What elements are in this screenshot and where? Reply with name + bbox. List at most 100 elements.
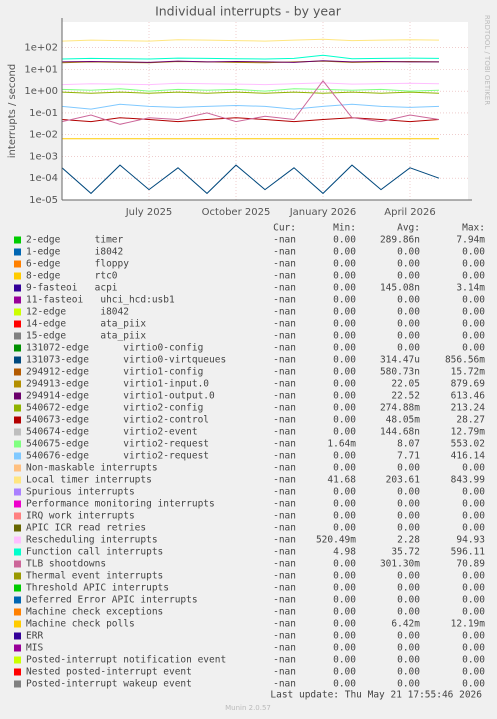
legend-name: 6-edge floppy bbox=[26, 259, 129, 270]
legend-min: 0.00 bbox=[333, 331, 356, 342]
legend-name: Rescheduling interrupts bbox=[26, 535, 158, 546]
legend-swatch bbox=[14, 380, 21, 388]
legend-name: Machine check exceptions bbox=[26, 607, 163, 618]
legend-cur: -nan bbox=[273, 571, 296, 582]
legend-swatch bbox=[14, 356, 21, 364]
series-line bbox=[62, 164, 440, 195]
legend-cur: -nan bbox=[273, 355, 296, 366]
legend-cur: -nan bbox=[273, 595, 296, 606]
legend-avg: 580.73n bbox=[380, 367, 420, 378]
legend-cur: -nan bbox=[273, 679, 296, 690]
series-line bbox=[62, 88, 440, 92]
legend-avg: 22.52 bbox=[391, 391, 420, 402]
legend-cur: -nan bbox=[273, 523, 296, 534]
legend-swatch bbox=[14, 536, 21, 544]
legend-avg: 145.08n bbox=[380, 283, 420, 294]
legend-swatch bbox=[14, 404, 21, 412]
legend-name: TLB shootdowns bbox=[26, 559, 106, 570]
legend-avg: 6.42m bbox=[391, 619, 420, 630]
legend-header: Avg: bbox=[397, 223, 420, 234]
legend-max: 0.00 bbox=[462, 259, 485, 270]
legend-swatch bbox=[14, 500, 21, 508]
legend-min: 520.49m bbox=[316, 535, 356, 546]
legend-avg: 0.00 bbox=[397, 523, 420, 534]
legend-swatch bbox=[14, 548, 21, 556]
legend-swatch bbox=[14, 368, 21, 376]
legend-max: 0.00 bbox=[462, 667, 485, 678]
legend-avg: 0.00 bbox=[397, 331, 420, 342]
legend-swatch bbox=[14, 596, 21, 604]
legend-min: 0.00 bbox=[333, 679, 356, 690]
legend-name: 540675-edge virtio2-request bbox=[26, 439, 209, 450]
legend-avg: 35.72 bbox=[391, 547, 420, 558]
legend-min: 1.64m bbox=[327, 439, 356, 450]
legend-max: 0.00 bbox=[462, 271, 485, 282]
legend-avg: 0.00 bbox=[397, 463, 420, 474]
legend-max: 596.11 bbox=[451, 547, 486, 558]
legend-name: 8-edge rtc0 bbox=[26, 271, 118, 282]
x-tick-label: January 2026 bbox=[289, 207, 357, 218]
legend-min: 0.00 bbox=[333, 355, 356, 366]
legend-name: Posted-interrupt wakeup event bbox=[26, 679, 192, 690]
legend-min: 0.00 bbox=[333, 379, 356, 390]
legend-cur: -nan bbox=[273, 547, 296, 558]
legend-avg: 301.30m bbox=[380, 559, 420, 570]
legend-name: 12-edge i8042 bbox=[26, 307, 129, 318]
legend-max: 0.00 bbox=[462, 511, 485, 522]
legend-cur: -nan bbox=[273, 463, 296, 474]
legend-max: 0.00 bbox=[462, 607, 485, 618]
legend-name: 11-fasteoi uhci_hcd:usb1 bbox=[26, 295, 175, 306]
legend-max: 0.00 bbox=[462, 679, 485, 690]
legend-swatch bbox=[14, 260, 21, 268]
legend-min: 0.00 bbox=[333, 583, 356, 594]
legend-swatch bbox=[14, 344, 21, 352]
legend-swatch bbox=[14, 656, 21, 664]
legend-swatch bbox=[14, 296, 21, 304]
legend-avg: 0.00 bbox=[397, 259, 420, 270]
legend-swatch bbox=[14, 560, 21, 568]
series-line bbox=[62, 38, 440, 42]
legend-cur: -nan bbox=[273, 415, 296, 426]
legend-min: 0.00 bbox=[333, 619, 356, 630]
legend-max: 3.14m bbox=[456, 283, 485, 294]
legend-cur: -nan bbox=[273, 643, 296, 654]
legend-avg: 0.00 bbox=[397, 583, 420, 594]
legend-cur: -nan bbox=[273, 343, 296, 354]
legend-swatch bbox=[14, 248, 21, 256]
legend-name: Local timer interrupts bbox=[26, 475, 152, 486]
legend-cur: -nan bbox=[273, 259, 296, 270]
legend-max: 12.19m bbox=[451, 619, 486, 630]
legend-cur: -nan bbox=[273, 535, 296, 546]
legend-swatch bbox=[14, 464, 21, 472]
x-tick-label: October 2025 bbox=[202, 207, 271, 218]
legend-avg: 0.00 bbox=[397, 295, 420, 306]
legend-swatch bbox=[14, 440, 21, 448]
legend-avg: 48.05m bbox=[386, 415, 421, 426]
legend-avg: 289.86n bbox=[380, 235, 420, 246]
legend-min: 0.00 bbox=[333, 319, 356, 330]
legend-swatch bbox=[14, 428, 21, 436]
legend-avg: 274.88m bbox=[380, 403, 420, 414]
legend-min: 0.00 bbox=[333, 607, 356, 618]
legend-avg: 22.05 bbox=[391, 379, 420, 390]
legend-swatch bbox=[14, 452, 21, 460]
legend-max: 7.94m bbox=[456, 235, 485, 246]
legend-max: 553.02 bbox=[451, 439, 485, 450]
legend-avg: 314.47u bbox=[380, 355, 420, 366]
legend-cur: -nan bbox=[273, 319, 296, 330]
legend-min: 0.00 bbox=[333, 307, 356, 318]
series-line bbox=[62, 60, 439, 63]
legend-avg: 203.61 bbox=[386, 475, 421, 486]
legend-min: 0.00 bbox=[333, 595, 356, 606]
legend-swatch bbox=[14, 308, 21, 316]
legend-swatch bbox=[14, 644, 21, 652]
legend-name: 1-edge i8042 bbox=[26, 247, 123, 258]
legend-max: 843.99 bbox=[451, 475, 486, 486]
legend-swatch bbox=[14, 512, 21, 520]
legend-cur: -nan bbox=[273, 379, 296, 390]
legend-min: 0.00 bbox=[333, 499, 356, 510]
legend-cur: -nan bbox=[273, 583, 296, 594]
legend-swatch bbox=[14, 488, 21, 496]
legend-avg: 0.00 bbox=[397, 499, 420, 510]
